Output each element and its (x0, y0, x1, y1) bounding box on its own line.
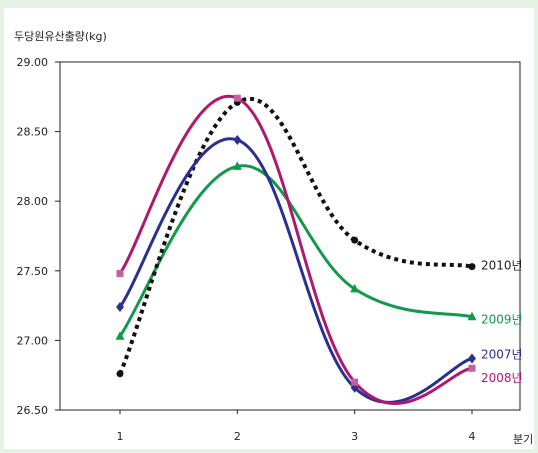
series-line (118, 97, 473, 375)
y-tick-label: 28.50 (17, 126, 49, 139)
series-2010년: 2010년 (116, 97, 523, 378)
data-point (116, 301, 124, 312)
data-point (232, 161, 242, 170)
data-point (116, 370, 124, 378)
x-tick-label: 2 (234, 430, 241, 443)
series-layer: 2009년 2010년 2007년 2008년 (115, 94, 523, 406)
data-point (468, 353, 476, 364)
y-tick-label: 26.50 (17, 404, 49, 417)
y-axis-label: 두당원유산출량(kg) (14, 30, 107, 43)
series-line (118, 94, 473, 406)
series-line (118, 137, 473, 404)
data-point (116, 270, 124, 278)
series-label: 2008년 (481, 371, 523, 385)
y-tick-label: 29.00 (17, 56, 49, 69)
series-2007년: 2007년 (116, 134, 523, 404)
data-point (233, 134, 242, 145)
x-tick-label: 3 (351, 430, 358, 443)
series-2008년: 2008년 (116, 94, 523, 406)
data-point (468, 364, 476, 372)
x-tick-label: 1 (117, 430, 124, 443)
y-tick-label: 27.50 (17, 265, 49, 278)
y-tick-label: 28.00 (17, 195, 49, 208)
plot-area (59, 61, 521, 411)
x-tick-label: 4 (469, 430, 476, 443)
y-axis: 29.00 28.50 28.00 27.50 27.00 26.50 (17, 56, 60, 417)
x-axis: 1 2 3 4 (117, 410, 476, 443)
series-label: 2010년 (481, 259, 523, 273)
x-axis-label: 분기 (513, 433, 533, 446)
data-point (467, 311, 477, 321)
series-label: 2007년 (481, 347, 523, 361)
data-point (350, 283, 360, 293)
data-point (233, 94, 241, 102)
data-point (115, 331, 125, 340)
data-point (468, 263, 476, 271)
data-point (351, 378, 359, 386)
y-tick-label: 27.00 (17, 334, 49, 347)
data-point (351, 236, 359, 244)
series-2009년: 2009년 (115, 161, 523, 340)
series-label: 2009년 (481, 313, 523, 327)
